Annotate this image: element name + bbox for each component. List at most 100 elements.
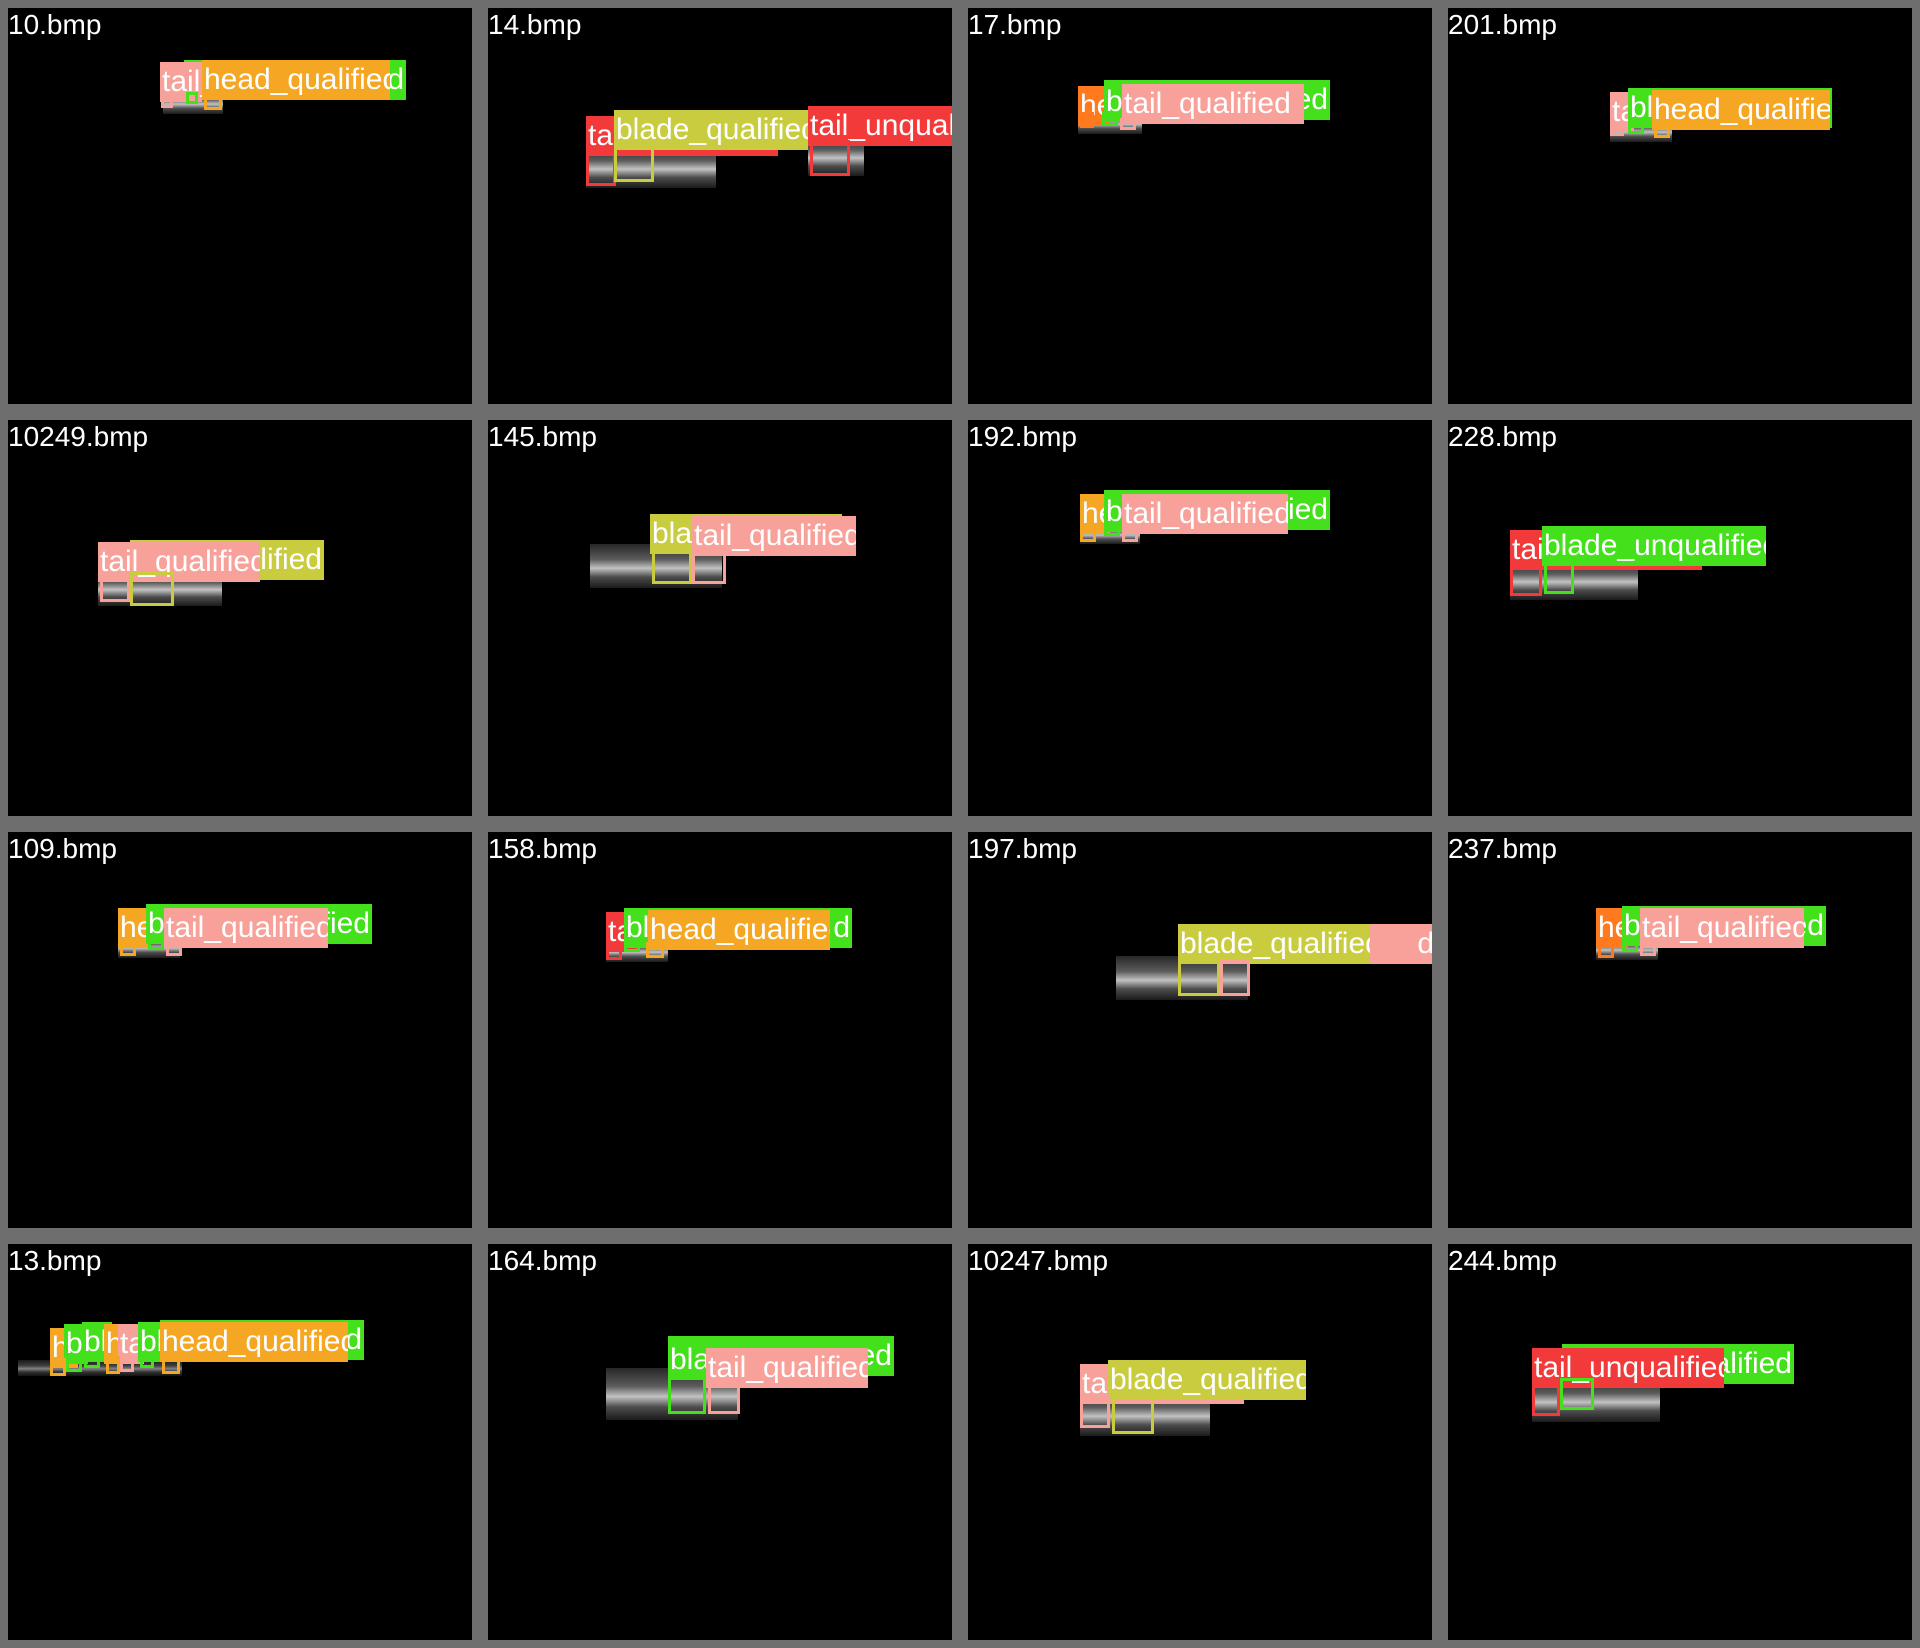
detection-box — [1102, 112, 1118, 126]
image-canvas: 237.bmp fied he b tail_qualified — [1448, 832, 1912, 1228]
image-filename: 158.bmp — [488, 833, 597, 864]
image-filename: 192.bmp — [968, 421, 1077, 452]
detection-label: head_qualified — [1652, 90, 1830, 130]
image-filename: 197.bmp — [968, 833, 1077, 864]
detection-box — [1104, 522, 1120, 536]
detection-box — [708, 1380, 740, 1414]
detection-label: head_qualified — [648, 910, 830, 950]
image-tile[interactable]: 10247.bmp tai blade_qualified — [960, 1236, 1440, 1648]
image-tile[interactable]: 201.bmp d ta bla head_qualified — [1440, 0, 1920, 412]
detection-label: tail_qualified — [1122, 84, 1304, 124]
image-canvas: 244.bmp alified tail_unqualified — [1448, 1244, 1912, 1640]
image-canvas: 201.bmp d ta bla head_qualified — [1448, 8, 1912, 404]
detection-box — [1120, 118, 1136, 130]
image-tile[interactable]: 192.bmp fied he b tail_qualified — [960, 412, 1440, 824]
detection-box — [1080, 1394, 1110, 1428]
image-filename: 13.bmp — [8, 1245, 102, 1276]
detection-box — [148, 936, 164, 950]
detection-box — [586, 146, 616, 186]
object-patch — [18, 1360, 182, 1376]
image-filename: 10.bmp — [8, 9, 102, 40]
image-canvas: 10249.bmp lified tail_qualified — [8, 420, 472, 816]
detection-box — [106, 1356, 120, 1374]
detection-label: tail_qualified — [98, 542, 260, 582]
detection-label: tail_qualified — [1640, 908, 1804, 948]
detection-box — [120, 940, 136, 956]
image-tile[interactable]: 228.bmp tai blade_unqualified — [1440, 412, 1920, 824]
detection-box — [646, 942, 664, 958]
detection-box — [1080, 112, 1094, 128]
detection-box — [1628, 120, 1644, 134]
image-filename: 14.bmp — [488, 9, 582, 40]
detection-box — [130, 572, 174, 606]
detection-box — [66, 1356, 82, 1372]
detection-box — [1122, 528, 1138, 542]
detection-label: blade_qualified — [1178, 924, 1370, 964]
image-filename: 109.bmp — [8, 833, 117, 864]
image-filename: 228.bmp — [1448, 421, 1557, 452]
detection-box — [1598, 942, 1614, 958]
image-filename: 201.bmp — [1448, 9, 1557, 40]
image-tile[interactable]: 17.bmp fied he b tail_qualified — [960, 0, 1440, 412]
detection-box — [120, 1356, 134, 1372]
image-tile[interactable]: 237.bmp fied he b tail_qualified — [1440, 824, 1920, 1236]
detection-box — [1622, 938, 1638, 952]
image-tile[interactable]: 164.bmp ed bla tail_qualified — [480, 1236, 960, 1648]
image-canvas: 145.bmp blad tail_qualified — [488, 420, 952, 816]
image-canvas: 192.bmp fied he b tail_qualified — [968, 420, 1432, 816]
image-canvas: 197.bmp d blade_qualified — [968, 832, 1432, 1228]
detection-label: bla — [668, 1340, 710, 1380]
detection-box — [1654, 124, 1670, 138]
detection-box — [668, 1372, 706, 1414]
detection-box — [1220, 960, 1250, 996]
image-filename: 244.bmp — [1448, 1245, 1557, 1276]
detection-box — [1510, 560, 1542, 596]
detection-box — [614, 146, 654, 182]
detection-label: tail_qualified — [1122, 494, 1288, 534]
detection-box — [204, 96, 222, 110]
detection-label: tail_qualified — [164, 908, 328, 948]
image-tile[interactable]: 13.bmp h b bl h ta bl d head_qualified — [0, 1236, 480, 1648]
detection-box — [624, 938, 640, 952]
detection-box — [50, 1358, 66, 1376]
detection-box — [161, 96, 173, 108]
detection-label: blade_qualified — [1108, 1360, 1306, 1400]
image-tile[interactable]: 197.bmp d blade_qualified — [960, 824, 1440, 1236]
detection-box — [1178, 960, 1220, 996]
detection-box — [1640, 942, 1656, 956]
detection-box — [140, 1354, 154, 1368]
detection-box — [1112, 1394, 1154, 1434]
image-canvas: 164.bmp ed bla tail_qualified — [488, 1244, 952, 1640]
detection-box — [84, 1354, 100, 1368]
image-canvas: 10.bmp d tail_ head_qualified — [8, 8, 472, 404]
image-tile[interactable]: 10249.bmp lified tail_qualified — [0, 412, 480, 824]
image-filename: 164.bmp — [488, 1245, 597, 1276]
image-filename: 145.bmp — [488, 421, 597, 452]
detection-box — [606, 942, 622, 960]
detection-box — [1544, 560, 1574, 594]
detection-box — [166, 942, 182, 956]
image-tile[interactable]: 109.bmp fied he b tail_qualified — [0, 824, 480, 1236]
image-canvas: 10247.bmp tai blade_qualified — [968, 1244, 1432, 1640]
image-filename: 10247.bmp — [968, 1245, 1109, 1276]
detection-label: head_qualified — [202, 60, 390, 100]
image-tile[interactable]: 158.bmp ta bl d head_qualified — [480, 824, 960, 1236]
detection-box — [652, 548, 692, 584]
detection-box — [1080, 526, 1096, 542]
image-tile[interactable]: 244.bmp alified tail_unqualified — [1440, 1236, 1920, 1648]
detection-box — [1560, 1378, 1594, 1410]
detection-box — [162, 1358, 180, 1374]
detection-box — [100, 576, 130, 602]
detection-label: tail_unqualified — [808, 106, 952, 146]
detection-label: b — [146, 904, 166, 944]
image-tile[interactable]: 10.bmp d tail_ head_qualified — [0, 0, 480, 412]
image-filename: 237.bmp — [1448, 833, 1557, 864]
detection-label: b — [1622, 906, 1642, 946]
image-tile[interactable]: 14.bmp tai blade_qualified tail_unqualif… — [480, 0, 960, 412]
image-canvas: 17.bmp fied he b tail_qualified — [968, 8, 1432, 404]
image-tile[interactable]: 145.bmp blad tail_qualified — [480, 412, 960, 824]
detection-label: blade_unqualified — [1542, 526, 1766, 566]
detection-label: blade_qualified — [614, 110, 808, 150]
detection-label: head_qualified — [160, 1322, 348, 1362]
detection-box — [1610, 122, 1624, 136]
